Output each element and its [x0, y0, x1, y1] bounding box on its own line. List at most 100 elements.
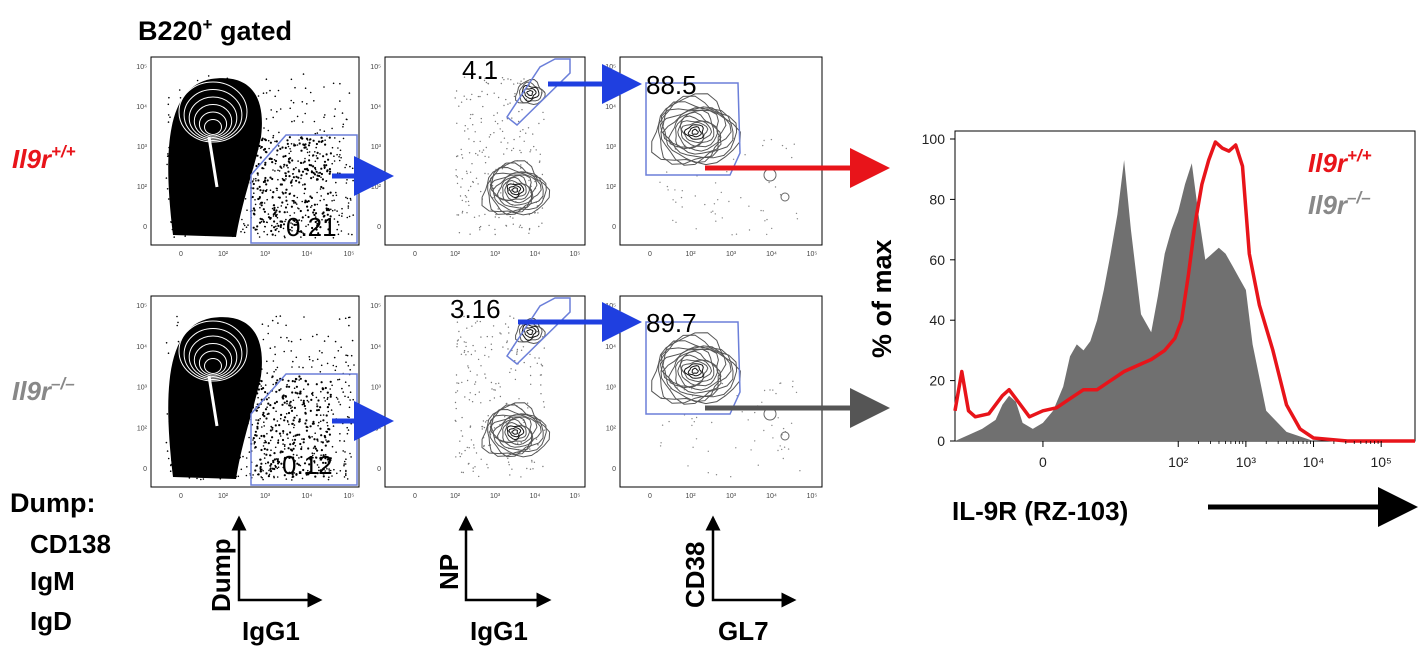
flow-panel-wt-dump-event: [319, 153, 321, 155]
flow-panel-wt-np-event: [467, 189, 470, 192]
flow-panel-ko-dump-event: [227, 453, 230, 456]
flow-panel-wt-dump-event: [241, 218, 243, 221]
flow-panel-ko-dump-event: [228, 405, 230, 408]
flow-panel-ko-dump-event: [325, 430, 329, 433]
flow-panel-wt-np-event: [493, 92, 495, 94]
flow-panel-ko-dump-event: [315, 413, 318, 417]
flow-panel-ko-dump-event: [250, 402, 253, 405]
flow-panel-ko-dump-event: [346, 416, 349, 418]
flow-panel-wt-dump-event: [292, 168, 295, 171]
flow-panel-ko-dump-event: [329, 469, 332, 472]
flow-panel-ko-dump-event: [316, 333, 318, 336]
flow-panel-wt-dump-event: [301, 200, 304, 203]
flow-panel-ko-dump-event: [330, 459, 332, 461]
flow-panel-wt-dump-event: [284, 236, 286, 239]
flow-panel-wt-np-event: [475, 152, 477, 155]
flow-panel-ko-np-event: [482, 316, 484, 318]
flow-panel-wt-dump-event: [274, 95, 277, 98]
flow-panel-wt-np-event: [519, 130, 522, 132]
flow-panel-wt-np-event: [509, 102, 511, 104]
flow-panel-ko-np-ytick: 10³: [371, 385, 382, 392]
flow-panel-wt-dump-event: [284, 172, 287, 175]
flow-panel-wt-np-event: [522, 129, 524, 131]
flow-panel-ko-np-event: [465, 341, 467, 344]
flow-panel-wt-gc-ytick: 10⁴: [605, 104, 616, 111]
flow-panel-ko-np-event: [520, 349, 523, 351]
flow-panel-wt-dump-event: [262, 180, 265, 184]
flow-panel-ko-np-contour: [492, 416, 534, 448]
gate-header-suffix: gated: [212, 16, 292, 46]
flow-panel-wt-dump-event: [313, 213, 316, 217]
flow-panel-ko-dump-event: [342, 391, 345, 393]
flow-panel-wt-dump-event: [197, 226, 199, 229]
flow-panel-wt-dump-event: [216, 121, 218, 123]
flow-panel-wt-dump-event: [342, 126, 344, 128]
flow-panel-wt-np-event: [469, 233, 471, 235]
flow-panel-wt-dump-event: [272, 116, 275, 119]
legend-ko: Il9r–/–: [1308, 188, 1371, 220]
flow-panel-wt-dump-event: [265, 118, 268, 120]
flow-panel-wt-dump-event: [320, 185, 323, 189]
flow-panel-wt-dump-event: [339, 149, 342, 152]
flow-panel-ko-dump-event: [202, 464, 204, 466]
flow-panel-wt-np-event: [484, 172, 486, 175]
flow-panel-ko-dump-event: [284, 416, 287, 419]
flow-panel-wt-dump-event: [331, 146, 334, 149]
flow-panel-wt-dump-event: [345, 196, 347, 199]
flow-panel-wt-np-event: [512, 182, 515, 184]
flow-panel-wt-dump-event: [331, 209, 334, 212]
flow-panel-ko-dump-event: [282, 430, 285, 433]
flow-panel-wt-dump-event: [213, 149, 216, 152]
flow-panel-wt-np-event: [454, 97, 456, 99]
flow-panel-ko-dump-event: [326, 456, 328, 459]
flow-panel-ko-dump-event: [311, 452, 314, 455]
flow-panel-ko-dump-event: [324, 470, 327, 472]
flow-panel-wt-gc-event: [796, 218, 799, 220]
flow-panel-ko-dump-event: [252, 403, 254, 406]
flow-panel-ko-gc-ytick: 0: [612, 466, 616, 473]
flow-panel-wt-np-event: [520, 167, 522, 169]
flow-panel-wt-np-ytick: 10⁵: [370, 64, 381, 71]
flow-panel-ko-dump-event: [321, 441, 324, 444]
flow-panel-ko-gc-event: [693, 421, 695, 423]
flow-panel-ko-np-contour: [526, 329, 534, 336]
histogram-ytick-label: 40: [929, 312, 945, 328]
flow-panel-wt-dump-event: [277, 169, 279, 172]
flow-panel-ko-dump-event: [188, 397, 190, 399]
flow-panel-wt-np-event: [455, 155, 458, 158]
flow-panel-ko-dump-event: [264, 391, 267, 394]
flow-panel-wt-np-ytick: 0: [377, 224, 381, 231]
flow-panel-ko-dump-event: [308, 356, 311, 358]
flow-panel-wt-dump-event: [279, 224, 283, 227]
flow-panel-ko-dump-event: [263, 425, 266, 427]
flow-panel-wt-np-event: [521, 109, 523, 111]
flow-panel-wt-dump-event: [253, 213, 256, 216]
flow-panel-ko-dump-event: [256, 422, 259, 425]
flow-panel-ko-np-event: [464, 396, 466, 398]
flow-panel-wt-dump-event: [302, 143, 305, 146]
flow-panel-ko-gc-event: [750, 449, 752, 451]
flow-panel-wt-dump-event: [203, 183, 205, 185]
flow-panel-wt-dump-event: [185, 162, 188, 164]
flow-panel-wt-dump-event: [306, 205, 309, 208]
flow-panel-ko-dump-event: [348, 416, 350, 419]
flow-panel-ko-dump-event: [290, 409, 294, 412]
flow-panel-ko-np-event: [529, 374, 532, 377]
flow-panel-ko-gc-event: [792, 380, 794, 382]
flow-panel-ko-dump-event: [239, 402, 242, 405]
flow-panel-wt-dump-event: [313, 120, 316, 123]
flow-panel-ko-dump-event: [171, 448, 173, 450]
flow-panel-wt-dump-event: [320, 195, 323, 197]
flow-panel-wt-dump-event: [256, 225, 259, 228]
flow-panel-ko-gc-contour: [651, 332, 741, 405]
flow-panel-wt-dump-event: [290, 143, 293, 145]
flow-panel-ko-dump-event: [326, 362, 329, 365]
flow-panel-ko-dump-event: [196, 401, 198, 404]
flow-panel-wt-dump-contour: [183, 89, 243, 141]
flow-panel-ko-np-event: [471, 325, 473, 327]
flow-panel-wt-dump-event: [304, 112, 307, 115]
flow-panel-wt-dump-event: [193, 217, 195, 220]
flow-panel-ko-dump-event: [249, 405, 251, 407]
flow-panel-wt-np-event: [473, 140, 475, 143]
flow-panel-ko-dump-event: [288, 471, 291, 474]
